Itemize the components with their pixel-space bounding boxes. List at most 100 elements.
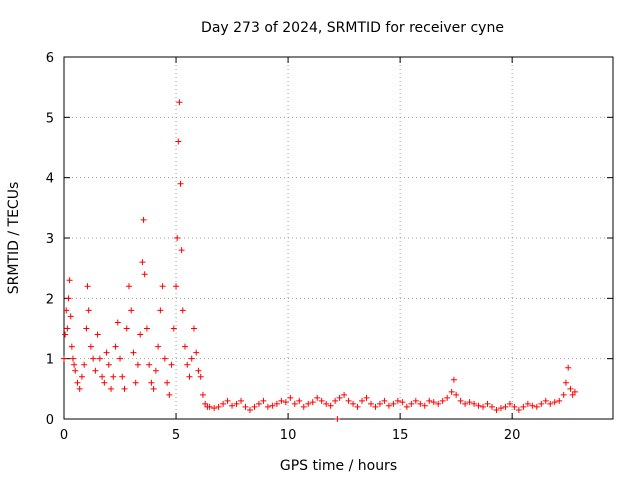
data-point: [246, 406, 253, 413]
data-point: [155, 343, 162, 350]
data-point: [506, 400, 513, 407]
data-point: [547, 400, 554, 407]
data-point: [123, 325, 130, 332]
data-point: [336, 394, 343, 401]
data-point: [399, 399, 406, 406]
data-point: [533, 403, 540, 410]
data-point: [193, 349, 200, 356]
data-point: [556, 397, 563, 404]
data-point: [520, 403, 527, 410]
data-points: [61, 99, 578, 422]
data-point: [179, 307, 186, 314]
data-point: [334, 416, 341, 422]
data-point: [182, 343, 189, 350]
data-point: [178, 247, 185, 254]
data-point: [565, 364, 572, 371]
data-point: [417, 400, 424, 407]
data-point: [215, 403, 222, 410]
data-point: [359, 397, 366, 404]
data-point: [524, 400, 531, 407]
data-point: [229, 402, 236, 409]
data-point: [238, 397, 245, 404]
data-point: [68, 343, 75, 350]
data-point: [66, 277, 73, 284]
data-point: [421, 402, 428, 409]
data-point: [177, 180, 184, 187]
x-tick-label: 5: [172, 428, 180, 443]
data-point: [173, 283, 180, 290]
data-point: [176, 99, 183, 106]
data-point: [323, 400, 330, 407]
data-point: [140, 216, 147, 223]
data-point: [408, 400, 415, 407]
y-tick-label: 1: [46, 353, 54, 368]
data-point: [435, 400, 442, 407]
data-point: [175, 138, 182, 145]
data-point: [159, 283, 166, 290]
data-point: [110, 373, 117, 380]
data-point: [260, 397, 267, 404]
data-point: [488, 403, 495, 410]
y-tick-label: 4: [46, 172, 54, 187]
data-point: [318, 397, 325, 404]
data-point: [76, 385, 83, 392]
data-point: [132, 379, 139, 386]
x-tick-label: 0: [60, 428, 68, 443]
data-point: [484, 400, 491, 407]
data-point: [72, 367, 79, 374]
data-point: [197, 373, 204, 380]
ticks: 0 5 10 15 20 0 1 2 3 4 5 6: [46, 51, 613, 443]
data-point: [314, 394, 321, 401]
data-point: [511, 403, 518, 410]
data-point: [381, 397, 388, 404]
data-point: [108, 385, 115, 392]
data-point: [206, 403, 213, 410]
data-point: [128, 307, 135, 314]
data-point: [529, 402, 536, 409]
data-point: [273, 400, 280, 407]
x-axis-title: GPS time / hours: [280, 458, 397, 474]
y-tick-label: 2: [46, 292, 54, 307]
data-point: [184, 361, 191, 368]
data-point: [502, 403, 509, 410]
data-point: [562, 379, 569, 386]
data-point: [130, 349, 137, 356]
data-point: [282, 399, 289, 406]
data-point: [233, 400, 240, 407]
data-point: [117, 355, 124, 362]
data-point: [168, 361, 175, 368]
data-point: [341, 391, 348, 398]
data-point: [560, 391, 567, 398]
data-point: [309, 399, 316, 406]
data-point: [457, 397, 464, 404]
data-point: [515, 406, 522, 413]
data-point: [150, 385, 157, 392]
data-point: [403, 403, 410, 410]
data-point: [466, 399, 473, 406]
data-point: [475, 402, 482, 409]
data-point: [170, 325, 177, 332]
data-point: [493, 406, 500, 413]
data-point: [67, 313, 74, 320]
data-point: [251, 403, 258, 410]
x-tick-label: 10: [280, 428, 297, 443]
data-point: [453, 391, 460, 398]
data-point: [146, 361, 153, 368]
data-point: [71, 361, 78, 368]
x-tick-label: 15: [392, 428, 409, 443]
data-point: [542, 397, 549, 404]
data-point: [121, 385, 128, 392]
data-point: [139, 259, 146, 266]
data-point: [64, 325, 71, 332]
data-point: [78, 373, 85, 380]
data-point: [143, 325, 150, 332]
data-point: [90, 355, 97, 362]
data-point: [278, 397, 285, 404]
data-point: [426, 397, 433, 404]
data-point: [74, 379, 81, 386]
data-point: [105, 361, 112, 368]
data-point: [99, 373, 106, 380]
data-point: [195, 367, 202, 374]
data-point: [448, 388, 455, 395]
